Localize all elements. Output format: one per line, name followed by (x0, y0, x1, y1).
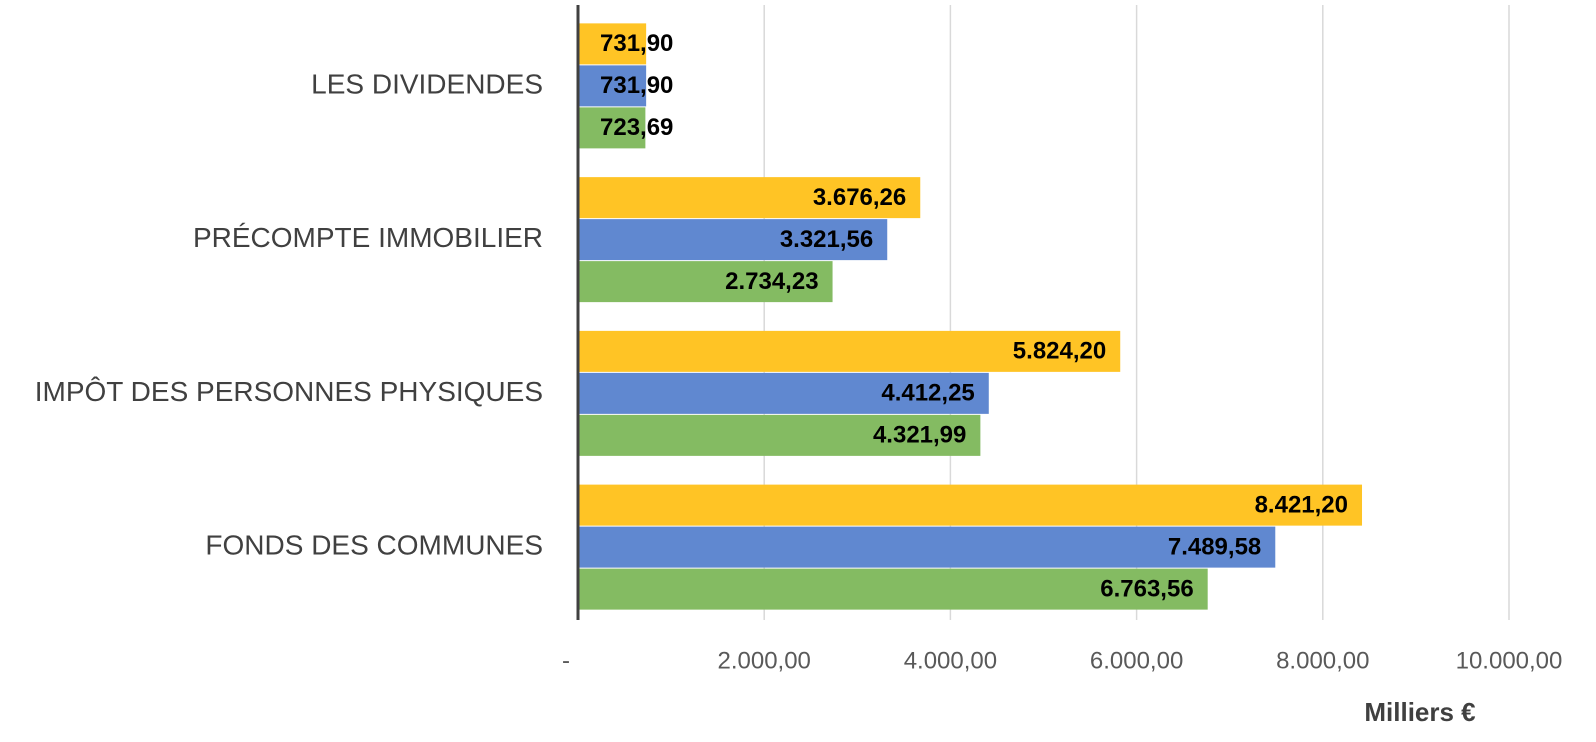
category-label: PRÉCOMPTE IMMOBILIER (193, 222, 543, 253)
value-label: 3.321,56 (780, 226, 873, 253)
value-label: 4.321,99 (873, 422, 966, 449)
value-label: 723,69 (600, 114, 673, 141)
x-tick-label: 6.000,00 (1090, 647, 1183, 674)
bar (578, 177, 921, 219)
category-label: FONDS DES COMMUNES (205, 530, 543, 561)
bar (578, 330, 1121, 372)
bar (578, 372, 989, 414)
bar (578, 23, 647, 65)
category-label: LES DIVIDENDES (311, 68, 543, 99)
x-tick-label: - (562, 647, 570, 674)
bar (578, 261, 833, 303)
value-label: 6.763,56 (1100, 575, 1193, 602)
bar (578, 414, 981, 456)
value-label: 2.734,23 (725, 268, 818, 295)
x-tick-label: 4.000,00 (904, 647, 997, 674)
value-label: 7.489,58 (1168, 533, 1261, 560)
value-label: 8.421,20 (1255, 491, 1348, 518)
bar (578, 65, 647, 107)
x-tick-label: 8.000,00 (1276, 647, 1369, 674)
value-label: 4.412,25 (881, 380, 974, 407)
value-label: 5.824,20 (1013, 338, 1106, 365)
bar (578, 484, 1363, 526)
bar (578, 107, 646, 149)
category-label: IMPÔT DES PERSONNES PHYSIQUES (35, 376, 543, 407)
bar (578, 526, 1276, 568)
value-label: 731,90 (600, 72, 673, 99)
value-label: 731,90 (600, 30, 673, 57)
bar (578, 568, 1208, 610)
x-tick-label: 2.000,00 (717, 647, 810, 674)
x-axis-label: Milliers € (1364, 697, 1475, 727)
value-label: 3.676,26 (813, 184, 906, 211)
bar (578, 219, 888, 261)
x-tick-label: 10.000,00 (1456, 647, 1563, 674)
